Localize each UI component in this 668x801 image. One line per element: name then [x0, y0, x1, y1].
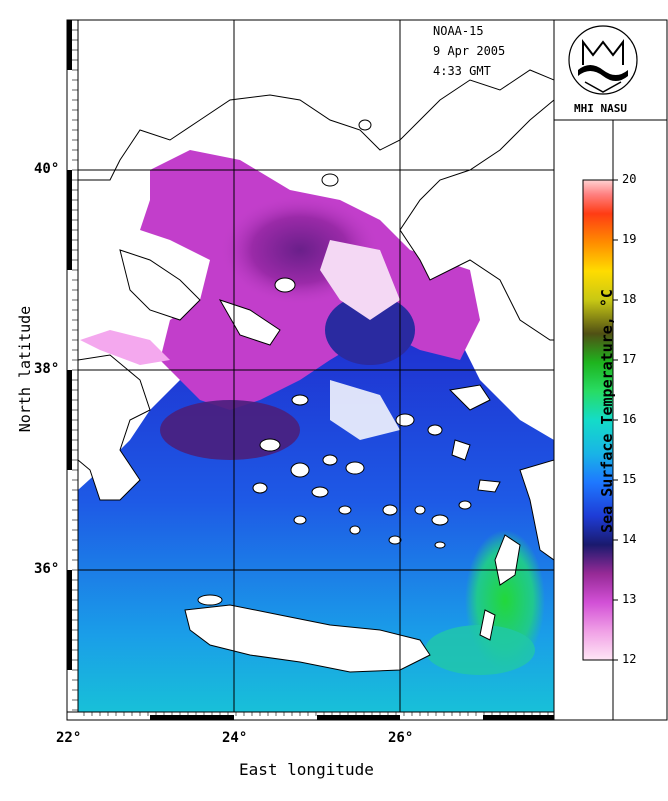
saronic-cold — [80, 330, 170, 365]
colorbar-title: Sea Surface Temperature, °C — [598, 289, 616, 533]
satellite-label: NOAA-15 — [433, 24, 484, 38]
graticule — [78, 20, 554, 712]
x-axis-title: East longitude — [239, 760, 374, 779]
date-label: 9 Apr 2005 — [433, 44, 506, 58]
land-crete — [184, 604, 431, 673]
colorbar-tick-label: 20 — [622, 172, 637, 186]
colorbar-tick-label: 16 — [622, 412, 637, 426]
map-area — [78, 20, 554, 712]
land-turkey — [399, 99, 554, 341]
cloud-center — [320, 240, 400, 320]
land-attica — [119, 249, 201, 321]
cloud-east — [330, 380, 400, 440]
colorbar-tick-label: 14 — [622, 532, 637, 546]
colorbar-tick-label: 13 — [622, 592, 637, 606]
colorbar-tick-label: 12 — [622, 652, 637, 666]
lon-tick-24: 24° — [222, 730, 248, 746]
logo-caption: MHI NASU — [574, 102, 627, 115]
land-samos — [477, 479, 501, 493]
colorbar-tick-label: 19 — [622, 232, 637, 246]
land-greece-north — [78, 20, 554, 181]
colorbar-tick-label: 15 — [622, 472, 637, 486]
lon-tick-26: 26° — [388, 730, 414, 746]
land-asia-minor-south — [519, 459, 554, 561]
land-karpathos — [479, 609, 496, 641]
colorbar-tick-label: 18 — [622, 292, 637, 306]
land-rhodes — [494, 534, 521, 586]
lat-tick-38: 38° — [34, 361, 60, 377]
land-chios — [451, 439, 471, 461]
mhi-logo — [568, 25, 638, 95]
latitude-scale-bar — [66, 19, 79, 713]
colorbar-tick-label: 17 — [622, 352, 637, 366]
land-lesvos — [448, 384, 491, 411]
colorbar — [582, 179, 618, 661]
land-peloponnese — [78, 354, 151, 501]
lat-tick-36: 36° — [34, 561, 60, 577]
time-label: 4:33 GMT — [433, 64, 491, 78]
longitude-scale-bar — [66, 711, 555, 721]
land-evia — [218, 299, 281, 346]
lat-tick-40: 40° — [34, 161, 60, 177]
y-axis-title: North latitude — [16, 305, 34, 433]
lon-tick-22: 22° — [56, 730, 82, 746]
